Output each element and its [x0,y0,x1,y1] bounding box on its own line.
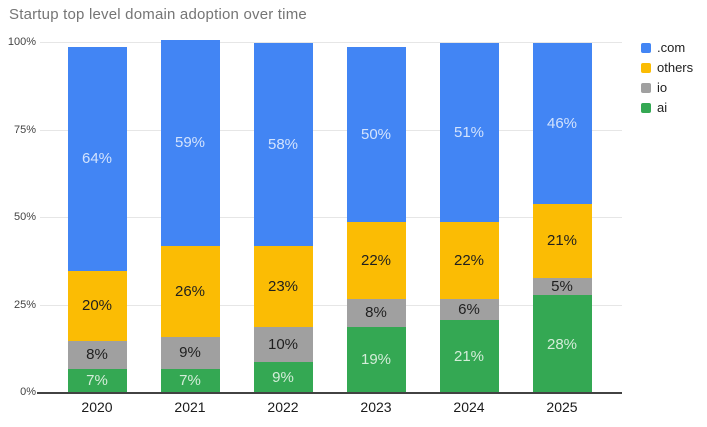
bar-2020: 7% 8% 20% 64% [67,46,127,393]
y-tick-label-25: 25% [13,298,36,311]
x-axis-labels: 2020 2021 2022 2023 2024 2025 [40,399,622,419]
segment-value-label: 28% [546,335,578,353]
segment-value-label: 22% [360,251,392,269]
bar-segment-com-2022: 58% [253,43,313,246]
segment-value-label: 6% [458,300,480,318]
bar-segment-others-2023: 22% [346,221,406,299]
bar-2021: 7% 9% 26% 59% [160,39,220,393]
bar-segment-com-2024: 51% [439,43,499,222]
gridline-50 [40,217,622,218]
bar-segment-ai-2021: 7% [160,368,220,393]
bar-segment-com-2023: 50% [346,46,406,222]
bar-segment-ai-2024: 21% [439,319,499,393]
segment-value-label: 26% [174,283,206,300]
x-category-label-2023: 2023 [360,399,392,415]
y-tick-label-50: 50% [13,211,36,223]
bar-segment-io-2022: 10% [253,326,313,362]
segment-value-label: 19% [360,351,392,369]
segment-value-label: 59% [174,134,206,152]
x-axis-line [37,392,622,394]
segment-value-label: 50% [360,125,392,143]
legend-item-io: io [641,81,693,94]
segment-value-label: 8% [365,304,387,321]
legend-swatch-icon [641,42,651,53]
legend-item-label: .com [657,40,686,55]
bar-segment-io-2020: 8% [67,340,127,369]
segment-value-label: 7% [179,372,201,390]
bar-segment-io-2023: 8% [346,298,406,327]
x-category-label-2022: 2022 [267,399,299,415]
x-category-label-2025: 2025 [546,399,578,415]
legend-swatch-icon [641,82,651,93]
y-axis-labels: 0% 25% 50% 75% 100% [0,37,36,398]
segment-value-label: 23% [267,277,299,295]
segment-value-label: 22% [453,251,485,269]
bar-segment-others-2024: 22% [439,221,499,299]
x-category-label-2024: 2024 [453,399,485,415]
gridline-75 [40,129,622,131]
segment-value-label: 7% [86,372,108,390]
bar-segment-ai-2020: 7% [67,368,127,393]
bar-segment-io-2025: 5% [532,277,592,295]
legend-item-com: .com [641,41,693,54]
bar-segment-com-2021: 59% [160,39,220,246]
y-tick-label-0: 0% [20,386,36,398]
bar-segment-others-2025: 21% [532,204,592,278]
legend-item-label: ai [657,100,668,115]
chart-title: Startup top level domain adoption over t… [9,6,307,23]
bar-segment-com-2020: 64% [67,46,127,271]
segment-value-label: 21% [546,232,578,250]
bar-segment-ai-2023: 19% [346,326,406,393]
legend-swatch-icon [641,62,651,73]
segment-value-label: 5% [551,277,573,295]
bar-segment-ai-2025: 28% [532,295,592,393]
bar-segment-others-2020: 20% [67,270,127,341]
bar-2023: 19% 8% 22% 50% [346,46,406,393]
legend-item-ai: ai [641,101,693,114]
bar-segment-ai-2022: 9% [253,361,313,393]
segment-value-label: 9% [179,344,201,362]
bar-2025: 28% 5% 21% 46% [532,43,592,393]
legend: .com others io ai [641,41,693,114]
segment-value-label: 8% [86,346,108,363]
y-tick-label-100: 100% [7,36,36,48]
y-tick-label-75: 75% [13,123,36,136]
bar-segment-io-2024: 6% [439,298,499,320]
legend-item-others: others [641,61,693,74]
segment-value-label: 20% [81,297,113,314]
bar-2022: 9% 10% 23% 58% [253,43,313,393]
segment-value-label: 21% [453,347,485,365]
legend-item-label: others [657,60,694,75]
x-category-label-2021: 2021 [174,399,206,415]
plot-area: 7% 8% 20% 64% 7% 9% 26% 59% 9% 10% 23% 58% 19% 8% 22% 5… [37,39,622,394]
x-category-label-2020: 2020 [81,399,113,415]
bar-segment-com-2025: 46% [532,43,592,204]
segment-value-label: 64% [81,150,113,167]
gridline-100 [40,42,622,43]
bar-segment-others-2021: 26% [160,246,220,337]
segment-value-label: 9% [272,368,294,386]
gridline-25 [40,304,622,306]
bar-segment-others-2022: 23% [253,246,313,327]
legend-item-label: io [657,80,668,95]
segment-value-label: 58% [267,136,299,153]
legend-swatch-icon [641,102,651,113]
segment-value-label: 46% [546,115,578,132]
segment-value-label: 51% [453,123,485,141]
segment-value-label: 10% [267,335,299,353]
bar-2024: 21% 6% 22% 51% [439,43,499,393]
bar-segment-io-2021: 9% [160,337,220,369]
